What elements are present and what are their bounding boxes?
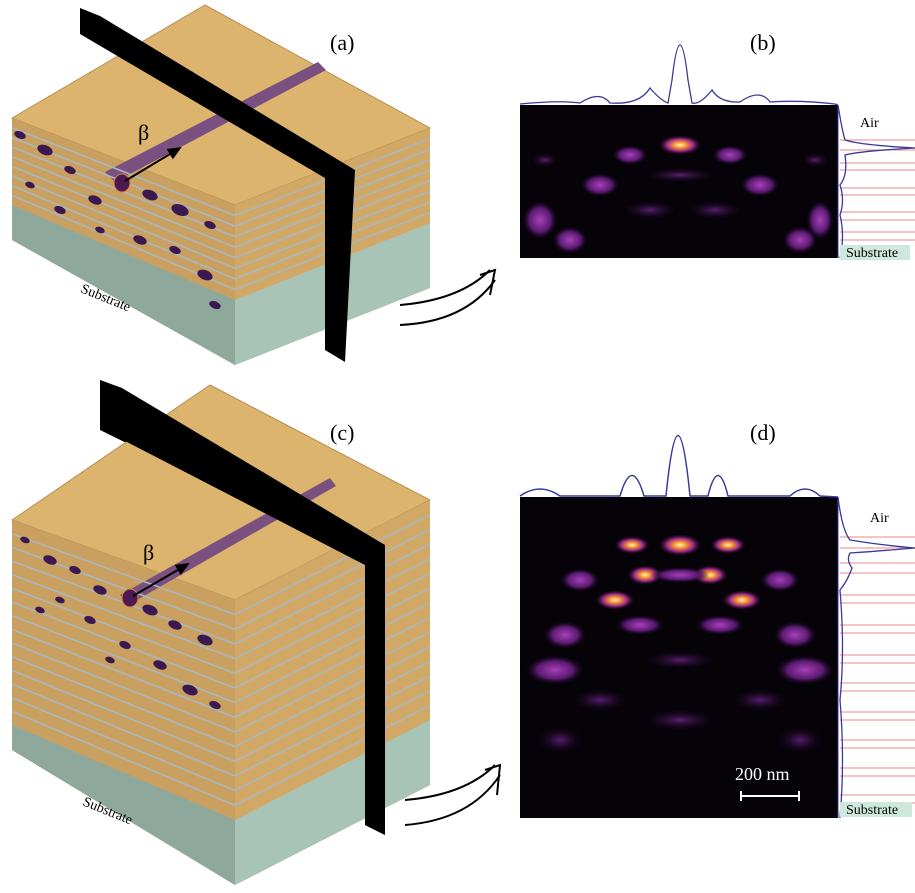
field-spot: [658, 135, 702, 155]
field-spot: [530, 152, 560, 168]
field-spot: [710, 536, 746, 554]
profile-side: [838, 497, 915, 818]
field-spot: [612, 145, 648, 165]
layered-block: β Substrate (a): [12, 5, 430, 365]
profile-top: [520, 45, 838, 105]
field-spot: [543, 621, 587, 649]
mode: [122, 589, 138, 607]
field-spot: [640, 167, 720, 183]
beta: β: [143, 540, 154, 565]
substrate-label: Substrate: [846, 803, 898, 818]
field-spot: [740, 173, 780, 197]
field-spot: [730, 688, 790, 712]
panel-label: (d): [750, 420, 776, 445]
field-spot: [775, 725, 825, 755]
panel-label: (c): [330, 420, 354, 445]
figure: β Substrate (a) β Substrate (c) Substrat…: [0, 0, 915, 888]
profile-top: [520, 436, 838, 498]
field-spot: [640, 708, 720, 732]
field-spot: [580, 173, 620, 197]
beta: β: [138, 120, 149, 145]
air-label: Air: [870, 511, 889, 526]
field-spot: [640, 650, 720, 670]
field-spot: [615, 615, 665, 635]
air-label: Air: [860, 116, 879, 131]
field-spot: [658, 534, 702, 556]
field-spot: [695, 615, 745, 635]
substrate-label: Substrate: [846, 246, 898, 261]
field-spot: [806, 200, 834, 240]
field-spot: [773, 621, 817, 649]
layered-block: β Substrate (c): [12, 380, 430, 885]
field-spot: [620, 200, 680, 220]
scale-bar-label: 200 nm: [735, 764, 790, 784]
field-map: Substrate Air 200 nm (d): [520, 420, 915, 818]
field-spot: [552, 226, 588, 254]
field-spot: [570, 688, 630, 712]
field-spot: [712, 145, 748, 165]
field-spot: [650, 567, 710, 583]
panel-label: (a): [330, 30, 354, 55]
field-map: Substrate Air (b): [520, 30, 915, 261]
field-spot: [800, 152, 830, 168]
field-spot: [760, 568, 800, 592]
field-spot: [595, 590, 635, 610]
field-spot: [775, 655, 835, 685]
field-spot: [722, 590, 762, 610]
page: {"panels":[{"label":"(a)","beta":"β","su…: [0, 0, 915, 888]
field-spot: [525, 655, 585, 685]
field-spot: [685, 200, 745, 220]
panel-label: (b): [750, 30, 776, 55]
field-spot: [535, 725, 585, 755]
field-spot: [522, 200, 558, 240]
mode: [114, 174, 130, 192]
field-spot: [560, 568, 600, 592]
field-spot: [614, 536, 650, 554]
